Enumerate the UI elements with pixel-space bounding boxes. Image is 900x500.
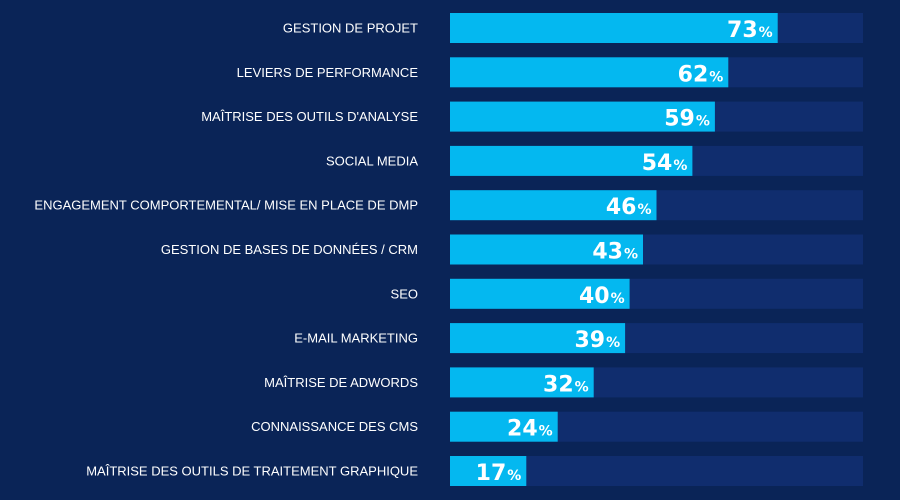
bar-row: MAÎTRISE DES OUTILS DE TRAITEMENT GRAPHI…	[86, 456, 863, 486]
category-label: MAÎTRISE DES OUTILS DE TRAITEMENT GRAPHI…	[86, 464, 418, 479]
data-label-suffix: %	[709, 69, 723, 85]
category-label: LEVIERS DE PERFORMANCE	[237, 65, 419, 80]
data-label-value: 32	[543, 372, 574, 397]
data-label-suffix: %	[575, 379, 589, 395]
data-label-suffix: %	[606, 335, 620, 351]
category-label: GESTION DE BASES DE DONNÉES / CRM	[161, 242, 418, 257]
bar	[450, 234, 643, 265]
data-label-value: 73	[727, 18, 758, 43]
data-label: 43%	[592, 240, 638, 265]
bar-row: CONNAISSANCE DES CMS 24%	[251, 411, 863, 442]
data-label-value: 54	[642, 151, 673, 176]
bar	[450, 145, 693, 176]
category-label: CONNAISSANCE DES CMS	[251, 419, 418, 434]
data-label-suffix: %	[759, 25, 773, 41]
bar-row: GESTION DE PROJET 73%	[283, 13, 863, 43]
data-label-suffix: %	[624, 247, 638, 263]
bar-row: SOCIAL MEDIA 54%	[326, 145, 863, 176]
bar	[450, 57, 729, 88]
data-label: 24%	[507, 417, 553, 442]
data-label-value: 59	[664, 107, 695, 132]
data-label: 54%	[642, 151, 688, 176]
data-label-suffix: %	[611, 291, 625, 307]
category-label: SOCIAL MEDIA	[326, 153, 418, 168]
data-label-suffix: %	[637, 202, 651, 218]
data-label: 62%	[678, 62, 724, 87]
bar-row: MAÎTRISE DES OUTILS D'ANALYSE 59%	[201, 101, 863, 132]
data-label-value: 46	[606, 195, 637, 220]
data-label: 59%	[664, 107, 710, 132]
data-label-suffix: %	[696, 114, 710, 130]
bar	[450, 411, 558, 442]
bar-row: LEVIERS DE PERFORMANCE 62%	[237, 57, 863, 88]
data-label-value: 62	[678, 62, 709, 87]
data-label: 39%	[574, 328, 620, 353]
bar-row: ENGAGEMENT COMPORTEMENTAL/ MISE EN PLACE…	[34, 190, 863, 221]
data-label-value: 39	[574, 328, 605, 353]
data-label-value: 43	[592, 240, 623, 265]
bar	[450, 367, 594, 398]
data-label-suffix: %	[673, 158, 687, 174]
bar	[450, 323, 626, 354]
data-label-value: 40	[579, 284, 610, 309]
data-label: 73%	[727, 18, 773, 43]
bar	[450, 278, 630, 309]
data-label: 46%	[606, 195, 652, 220]
bar-row: SEO 40%	[391, 278, 863, 309]
data-label: 40%	[579, 284, 625, 309]
bar	[450, 13, 778, 43]
data-label: 17%	[476, 461, 522, 486]
bar-row: MAÎTRISE DE ADWORDS 32%	[264, 367, 863, 398]
bar	[450, 190, 657, 221]
category-label: GESTION DE PROJET	[283, 21, 418, 36]
category-label: E-MAIL MARKETING	[294, 331, 418, 346]
bar-rows: GESTION DE PROJET 73%LEVIERS DE PERFORMAN…	[34, 13, 863, 486]
data-label: 32%	[543, 372, 589, 397]
category-label: MAÎTRISE DE ADWORDS	[264, 375, 418, 390]
data-label-suffix: %	[507, 468, 521, 484]
category-label: ENGAGEMENT COMPORTEMENTAL/ MISE EN PLACE…	[34, 198, 418, 213]
data-label-value: 24	[507, 417, 538, 442]
bar-row: GESTION DE BASES DE DONNÉES / CRM 43%	[161, 234, 863, 265]
bar-row: E-MAIL MARKETING 39%	[294, 323, 863, 354]
category-label: SEO	[391, 286, 418, 301]
data-label-value: 17	[476, 461, 507, 486]
data-label-suffix: %	[539, 424, 553, 440]
bar	[450, 101, 715, 132]
bar	[450, 456, 527, 486]
category-label: MAÎTRISE DES OUTILS D'ANALYSE	[201, 109, 418, 124]
